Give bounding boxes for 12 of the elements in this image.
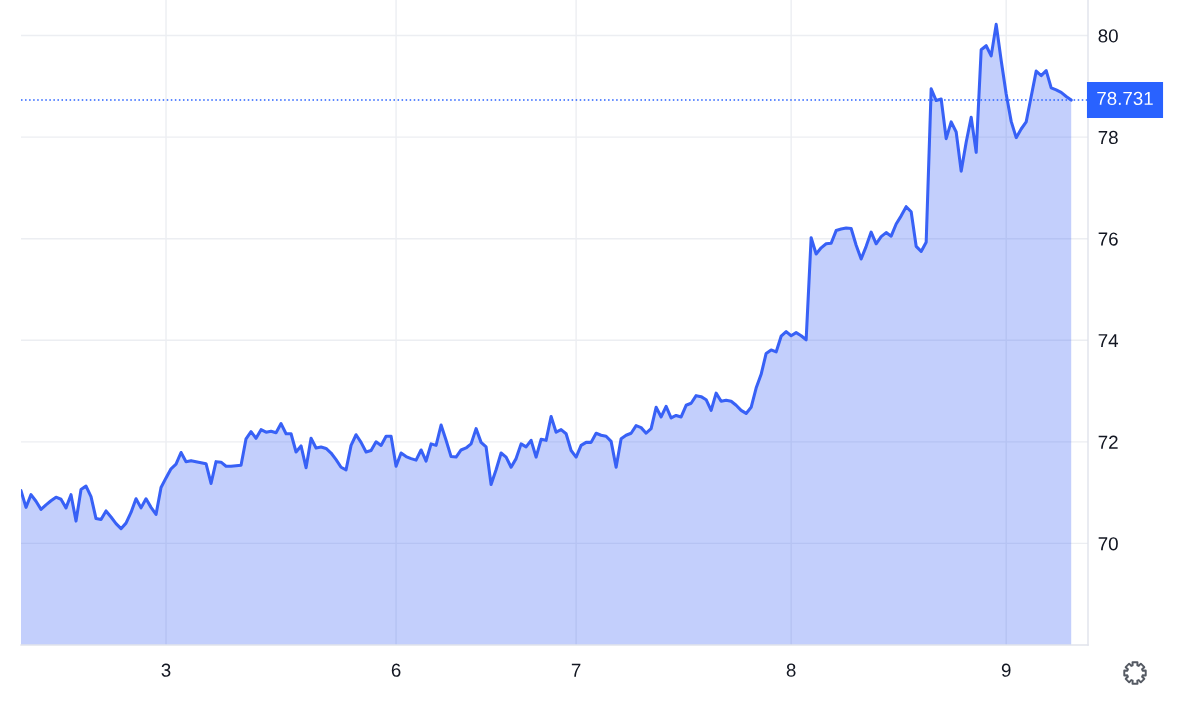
x-tick-label: 8 (786, 663, 796, 677)
x-tick-label: 3 (161, 663, 171, 677)
y-tick-label: 78 (1098, 130, 1118, 145)
y-tick-label: 76 (1098, 232, 1118, 246)
x-tick-label: 7 (571, 663, 581, 677)
x-tick-label: 9 (1001, 663, 1011, 677)
y-tick-label: 72 (1098, 435, 1118, 449)
y-tick-label: 80 (1098, 29, 1118, 43)
ref-line-label: 78.731 (1097, 91, 1153, 106)
y-tick-label: 74 (1098, 334, 1119, 348)
x-tick-label: 6 (391, 663, 401, 677)
y-tick-label: 70 (1098, 537, 1118, 551)
